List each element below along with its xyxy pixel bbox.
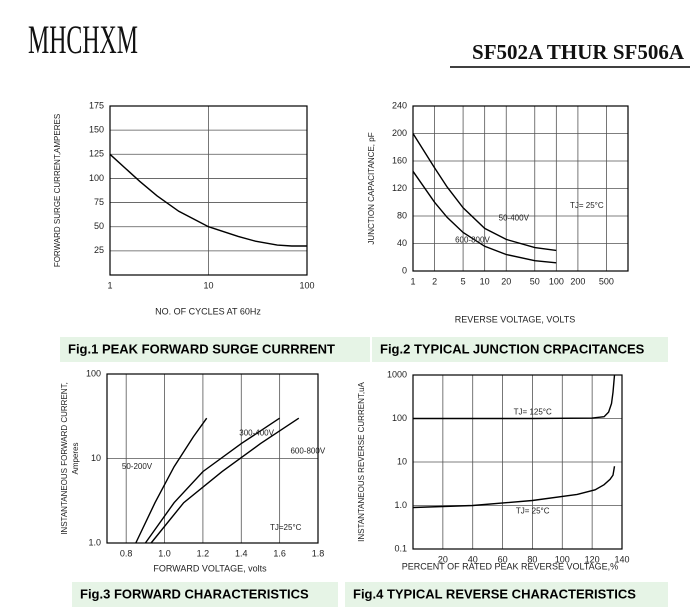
y-tick-label: 50 xyxy=(94,221,104,231)
x-tick-label: 1 xyxy=(410,276,415,286)
plot-frame xyxy=(106,373,319,544)
chart: 0.8 1.0 1.2 1.4 1.6 1.8 1.0 10 100 FORWARD VOLTAG… xyxy=(60,368,338,607)
figure-title-bar xyxy=(345,582,668,607)
curve xyxy=(412,133,557,252)
chart: 1 10 100 25 50 75 100 125 150 175 NO. OF CYCLES AT… xyxy=(53,100,370,362)
x-tick-label: 100 xyxy=(299,280,314,290)
plot-frame xyxy=(412,374,623,550)
chart: 1 2 5 10 20 50 100 200 500 0 40 80 120 160 200 240 REVER… xyxy=(367,100,668,362)
y-tick-label: 120 xyxy=(392,183,407,193)
x-tick-label: 10 xyxy=(480,276,490,286)
y-axis-label: FORWARD SURGE CURRENT,AMPERES xyxy=(53,114,62,267)
curve xyxy=(109,153,307,247)
x-tick-label: 40 xyxy=(468,554,478,564)
chart: 20 40 60 80 100 120 140 0.1 1.0 10 100 1000 PERCENT … xyxy=(345,369,668,607)
series-label: 600-800V xyxy=(455,236,490,245)
y-tick-label: 0.1 xyxy=(394,543,407,553)
x-tick-label: 20 xyxy=(438,554,448,564)
y-tick-label: 1000 xyxy=(387,369,407,379)
curve xyxy=(150,417,300,544)
figure-title: Fig.1 PEAK FORWARD SURGE CURRRENT xyxy=(68,341,335,356)
x-tick-label: 5 xyxy=(461,276,466,286)
y-axis-label: INSTANTANEOUS REVERSE CURRENT,uA xyxy=(357,381,366,541)
curve xyxy=(412,170,557,264)
figure-title: Fig.2 TYPICAL JUNCTION CRPACITANCES xyxy=(380,341,645,356)
series-label: 50-400V xyxy=(499,213,530,222)
curve xyxy=(135,417,208,544)
y-tick-label: 1.0 xyxy=(394,500,407,510)
series-label: 50-200V xyxy=(122,462,153,471)
y-tick-label: 100 xyxy=(392,413,407,423)
annotation: TJ=25°C xyxy=(270,523,302,532)
figure-title: Fig.3 FORWARD CHARACTERISTICS xyxy=(80,586,309,601)
y-tick-label: 40 xyxy=(397,238,407,248)
x-tick-label: 500 xyxy=(599,276,614,286)
curve xyxy=(413,374,616,420)
x-axis-label: NO. OF CYCLES AT 60Hz xyxy=(155,306,261,316)
x-tick-label: 100 xyxy=(549,276,564,286)
x-tick-label: 120 xyxy=(585,554,600,564)
y-axis-label: Amperes xyxy=(71,442,80,474)
y-axis-label: JUNCTION CAPACITANCE, pF xyxy=(367,132,376,244)
y-tick-label: 150 xyxy=(89,125,104,135)
x-tick-label: 1.0 xyxy=(158,548,171,558)
y-tick-label: 25 xyxy=(94,245,104,255)
y-tick-label: 80 xyxy=(397,210,407,220)
y-tick-label: 10 xyxy=(397,456,407,466)
x-tick-label: 20 xyxy=(501,276,511,286)
y-tick-label: 125 xyxy=(89,149,104,159)
figure-title-bar xyxy=(60,337,370,362)
x-tick-label: 1.4 xyxy=(235,548,248,558)
x-axis-label: FORWARD VOLTAGE, volts xyxy=(153,563,267,573)
y-tick-label: 160 xyxy=(392,155,407,165)
y-tick-label: 175 xyxy=(89,100,104,110)
figure-title-bar xyxy=(72,582,338,607)
y-tick-label: 1.0 xyxy=(88,537,101,547)
figure-title-bar xyxy=(372,337,668,362)
y-tick-label: 100 xyxy=(86,368,101,378)
curve xyxy=(412,466,616,509)
y-tick-label: 200 xyxy=(392,128,407,138)
y-tick-label: 100 xyxy=(89,173,104,183)
part-number: SF502A THUR SF506A xyxy=(472,40,685,64)
brand-logo: MHCHXM xyxy=(28,17,138,62)
annotation: TJ= 25°C xyxy=(570,201,604,210)
x-tick-label: 10 xyxy=(203,280,213,290)
series-label: 600-800V xyxy=(290,447,325,456)
x-tick-label: 1.2 xyxy=(197,548,210,558)
x-tick-label: 2 xyxy=(432,276,437,286)
x-tick-label: 0.8 xyxy=(120,548,133,558)
x-tick-label: 50 xyxy=(530,276,540,286)
y-tick-label: 240 xyxy=(392,100,407,110)
series-label: TJ= 25°C xyxy=(516,507,550,516)
x-tick-label: 1.8 xyxy=(312,548,325,558)
y-tick-label: 75 xyxy=(94,197,104,207)
x-axis-label: REVERSE VOLTAGE, VOLTS xyxy=(455,314,576,324)
x-tick-label: 60 xyxy=(498,554,508,564)
plot-frame xyxy=(412,105,629,272)
y-tick-label: 0 xyxy=(402,265,407,275)
x-tick-label: 140 xyxy=(614,554,629,564)
plot-frame xyxy=(109,105,308,276)
y-tick-label: 10 xyxy=(91,453,101,463)
x-tick-label: 100 xyxy=(555,554,570,564)
figure-title: Fig.4 TYPICAL REVERSE CHARACTERISTICS xyxy=(353,586,636,601)
x-tick-label: 1.6 xyxy=(273,548,286,558)
y-axis-label: INSTANTANEOUS FORWARD CURRENT, xyxy=(60,382,69,535)
series-label: 300-400V xyxy=(239,429,274,438)
curve xyxy=(144,417,280,544)
x-tick-label: 80 xyxy=(527,554,537,564)
series-label: TJ= 125°C xyxy=(514,408,552,417)
x-tick-label: 1 xyxy=(107,280,112,290)
x-tick-label: 200 xyxy=(570,276,585,286)
x-axis-label: PERCENT OF RATED PEAK REVERSE VOLTAGE,% xyxy=(402,561,618,571)
